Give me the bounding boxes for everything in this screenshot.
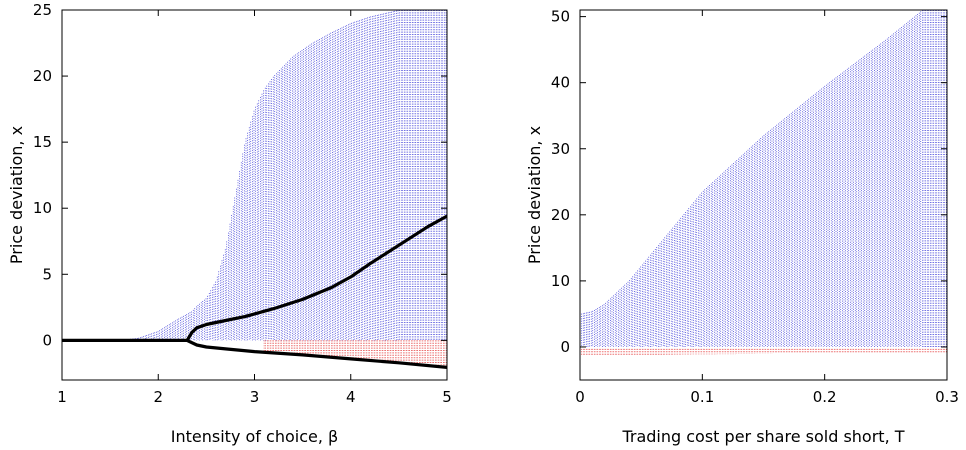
axes-frame bbox=[61, 9, 448, 381]
y-tick-label: 0 bbox=[42, 331, 52, 349]
x-tick-label: 2 bbox=[153, 388, 163, 406]
bifurcation-points-positive bbox=[580, 10, 947, 347]
plot-area bbox=[580, 10, 947, 356]
x-axis-label: Intensity of choice, β bbox=[171, 427, 338, 446]
x-tick-label: 0 bbox=[575, 388, 585, 406]
plot-area bbox=[62, 10, 447, 369]
y-tick-label: 20 bbox=[33, 67, 52, 85]
mean-upper-curve bbox=[62, 214, 447, 342]
y-axis-label: Price deviation, x bbox=[525, 126, 544, 264]
y-tick-label: 40 bbox=[551, 74, 570, 92]
axes-frame bbox=[579, 9, 948, 381]
x-tick-label: 5 bbox=[442, 388, 452, 406]
y-tick-label: 25 bbox=[33, 1, 52, 19]
x-tick-label: 0.1 bbox=[690, 388, 714, 406]
x-tick-label: 1 bbox=[57, 388, 67, 406]
bifurcation-points-positive-marks bbox=[580, 10, 947, 347]
x-tick-label: 0.2 bbox=[813, 388, 837, 406]
y-tick-label: 10 bbox=[551, 272, 570, 290]
x-tick-label: 3 bbox=[250, 388, 260, 406]
panel-left-chart: 1 2 3 4 5 0 5 10 15 20 25 Intensity of choice, β Pri… bbox=[7, 1, 452, 446]
x-tick-label: 0.3 bbox=[935, 388, 959, 406]
y-tick-label: 5 bbox=[42, 265, 52, 283]
x-axis-label: Trading cost per share sold short, T bbox=[621, 427, 904, 446]
bifurcation-points-negative-marks bbox=[263, 340, 447, 366]
bifurcation-points-negative bbox=[580, 348, 947, 356]
bifurcation-points-positive-marks bbox=[122, 10, 447, 341]
y-tick-label: 0 bbox=[560, 338, 570, 356]
bifurcation-points-positive bbox=[122, 10, 447, 341]
y-tick-label: 50 bbox=[551, 8, 570, 26]
y-tick-label: 30 bbox=[551, 140, 570, 158]
bifurcation-points-negative bbox=[263, 340, 447, 366]
y-tick-label: 15 bbox=[33, 133, 52, 151]
panel-right-chart: 0 0.1 0.2 0.3 0 10 20 30 40 50 Trading cost per sh… bbox=[525, 8, 959, 446]
y-tick-label: 20 bbox=[551, 206, 570, 224]
bifurcation-points-negative-marks bbox=[580, 348, 947, 356]
y-axis-label: Price deviation, x bbox=[7, 126, 26, 264]
mean-lower-curve bbox=[186, 338, 447, 369]
y-tick-label: 10 bbox=[33, 199, 52, 217]
x-tick-label: 4 bbox=[346, 388, 356, 406]
